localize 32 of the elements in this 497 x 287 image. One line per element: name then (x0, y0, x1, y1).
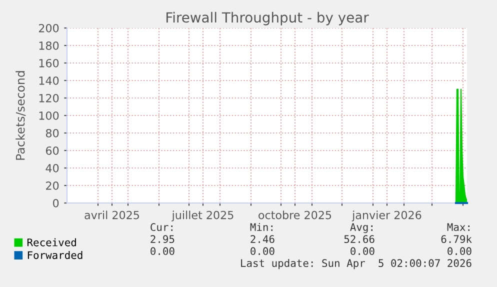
legend-label: Received (27, 238, 76, 246)
y-tick-label: 160 (39, 58, 59, 68)
y-axis-title: Packets/second (16, 71, 26, 160)
text: 0.00 (250, 247, 274, 256)
text: 52.66 (344, 235, 374, 244)
y-tick-label: 80 (46, 128, 59, 138)
text: 2.46 (250, 235, 274, 244)
text: Cur: (150, 223, 172, 232)
x-tick-label: juillet 2025 (172, 210, 234, 222)
chart-title: Firewall Throughput - by year (166, 12, 369, 26)
y-tick-label: 0 (53, 198, 59, 208)
y-tick-label: 100 (39, 111, 59, 120)
text: Avg: (350, 223, 372, 234)
y-tick-label: 60 (46, 146, 59, 155)
x-tick-label: janvier 2026 (352, 210, 422, 222)
y-tick-label: 140 (39, 76, 59, 85)
text: Last update: Sun Apr 5 02:00:07 2026 (241, 258, 472, 270)
y-tick-label: 20 (46, 181, 59, 190)
legend-label: Forwarded (28, 251, 82, 260)
y-tick-label: 120 (39, 94, 59, 102)
text: 6.79k (441, 234, 472, 244)
y-tick-label: 40 (46, 164, 59, 172)
text: 2.95 (150, 235, 174, 244)
y-tick-label: 200 (38, 24, 59, 32)
text: Min: (250, 222, 272, 231)
x-tick-label: octobre 2025 (258, 210, 332, 220)
text: Max: (447, 223, 470, 232)
text: 0.00 (150, 247, 174, 256)
x-tick-label: avril 2025 (84, 210, 139, 220)
text: 0.00 (350, 247, 374, 256)
y-tick-label: 180 (39, 41, 59, 50)
text: 0.00 (448, 247, 472, 256)
